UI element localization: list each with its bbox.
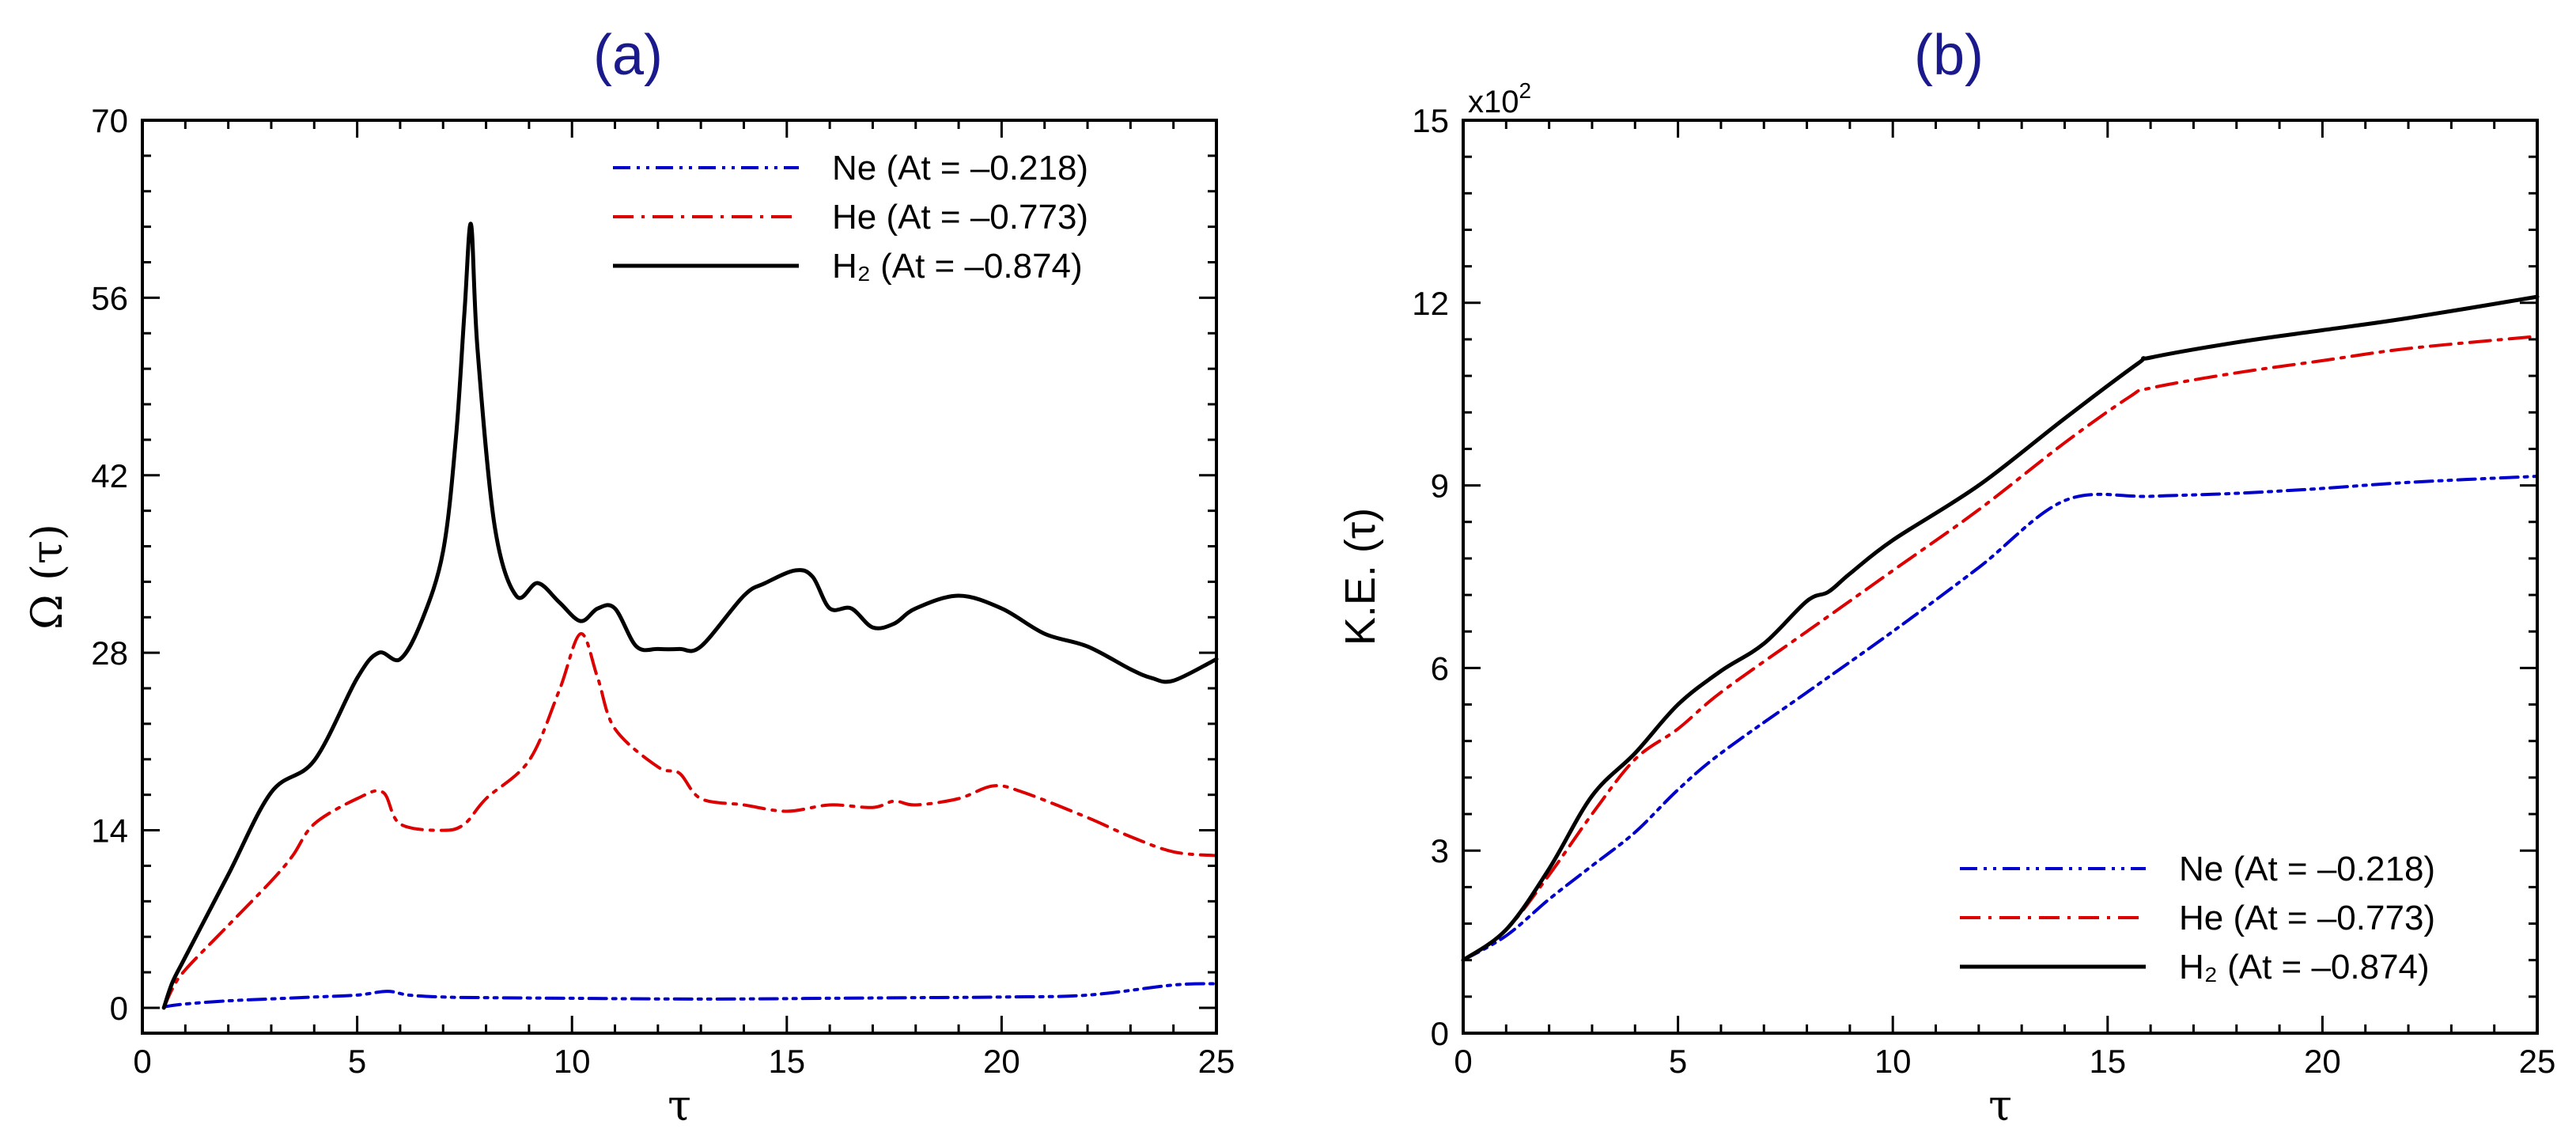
y-tick-label: 0 [110, 990, 128, 1027]
legend-label-ne: Ne (At = –0.218) [832, 149, 1088, 187]
panel-b-xlabel: τ [1988, 1081, 2012, 1130]
panel-a-series [161, 222, 1219, 1010]
series-line-he [1462, 335, 2539, 962]
y-tick-label: 12 [1412, 285, 1449, 322]
panel-b-title: (b) [1914, 24, 1984, 87]
x-tick-label: 20 [983, 1043, 1020, 1080]
series-line-he [162, 632, 1218, 1009]
panel-a: (a) 0 5 10 15 20 25 0 14 28 42 56 70 τ Ω (τ) Ne (At… [22, 24, 1235, 1130]
y-tick-label: 15 [1412, 102, 1449, 139]
legend-label-he: He (At = –0.773) [2179, 899, 2435, 937]
panel-b-series [1461, 294, 2540, 963]
x-tick-label: 25 [1198, 1043, 1235, 1080]
x-tick-label: 0 [133, 1043, 151, 1080]
x-tick-label: 20 [2304, 1043, 2341, 1080]
x-tick-label: 15 [2089, 1043, 2126, 1080]
panel-a-xlabel: τ [668, 1081, 691, 1130]
x-tick-label: 5 [1669, 1043, 1687, 1080]
panel-b-ticks: 0 5 10 15 20 25 0 3 6 9 12 15 [1412, 102, 2555, 1080]
panel-b-multiplier-exponent: 2 [1519, 78, 1532, 103]
panel-a-axes-frame [141, 119, 1218, 1035]
x-tick-label: 15 [768, 1043, 805, 1080]
series-line-h2 [161, 222, 1219, 1010]
legend-label-he: He (At = –0.773) [832, 198, 1088, 237]
series-line-ne [1462, 475, 2539, 962]
x-tick-label: 5 [348, 1043, 366, 1080]
legend-label-h2: H₂ (At = –0.874) [2179, 948, 2430, 986]
x-tick-label: 25 [2519, 1043, 2556, 1080]
panel-b-multiplier: x102 [1468, 78, 1531, 119]
panel-a-legend: Ne (At = –0.218) He (At = –0.773) H₂ (At =… [613, 149, 1088, 286]
x-tick-label: 0 [1454, 1043, 1472, 1080]
y-tick-label: 9 [1431, 468, 1449, 505]
series-line-h2 [1461, 294, 2540, 963]
panel-b: (b) 0 5 10 15 20 25 0 3 6 9 12 15 x102 τ K.E. (τ) N… [1337, 24, 2555, 1130]
y-tick-label: 6 [1431, 649, 1449, 687]
panel-a-ticks: 0 5 10 15 20 25 0 14 28 42 56 70 [91, 102, 1235, 1080]
y-tick-label: 3 [1431, 832, 1449, 869]
y-tick-label: 70 [91, 102, 128, 139]
y-tick-label: 14 [91, 812, 128, 850]
x-tick-label: 10 [1874, 1043, 1912, 1080]
x-tick-label: 10 [554, 1043, 591, 1080]
series-line-ne [161, 982, 1218, 1009]
panel-b-legend: Ne (At = –0.218) He (At = –0.773) H₂ (At =… [1960, 850, 2435, 986]
panel-b-ylabel: K.E. (τ) [1337, 508, 1384, 646]
y-tick-label: 56 [91, 279, 128, 316]
panel-a-ylabel: Ω (τ) [22, 524, 72, 630]
panel-a-title: (a) [593, 24, 663, 87]
y-tick-label: 42 [91, 457, 128, 494]
y-tick-label: 28 [91, 634, 128, 672]
legend-label-h2: H₂ (At = –0.874) [832, 247, 1083, 286]
legend-label-ne: Ne (At = –0.218) [2179, 850, 2435, 888]
y-tick-label: 0 [1431, 1015, 1449, 1052]
panel-b-multiplier-base: x10 [1468, 85, 1519, 119]
panel-b-axes-frame [1462, 119, 2539, 1035]
